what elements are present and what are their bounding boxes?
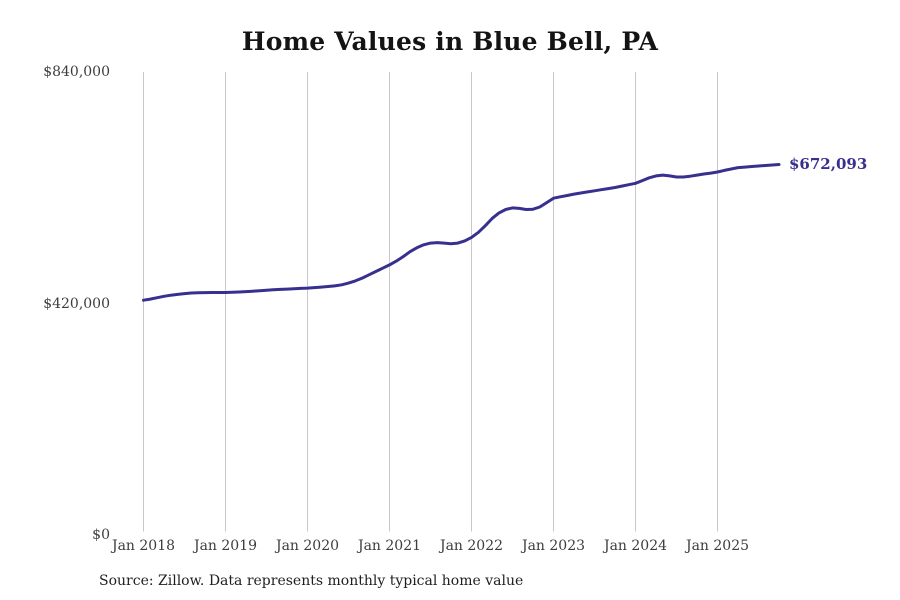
y-tick-840000: $840,000: [43, 64, 110, 80]
y-tick-420000: $420,000: [43, 295, 110, 312]
gridlines: [143, 72, 718, 532]
latest-value-label: $672,093: [789, 154, 868, 173]
source-note: Source: Zillow. Data represents monthly …: [99, 573, 524, 589]
chart-title: Home Values in Blue Bell, PA: [241, 27, 659, 56]
x-tick-jan-2024: Jan 2024: [603, 538, 668, 554]
x-tick-jan-2018: Jan 2018: [111, 538, 176, 554]
x-tick-jan-2023: Jan 2023: [521, 538, 586, 554]
x-tick-jan-2021: Jan 2021: [357, 538, 422, 554]
y-tick-0: $0: [92, 527, 110, 543]
home-value-line: [142, 163, 781, 302]
x-tick-jan-2020: Jan 2020: [275, 538, 340, 554]
x-tick-jan-2022: Jan 2022: [439, 538, 504, 554]
x-tick-jan-2019: Jan 2019: [193, 538, 258, 554]
x-tick-jan-2025: Jan 2025: [685, 538, 750, 554]
